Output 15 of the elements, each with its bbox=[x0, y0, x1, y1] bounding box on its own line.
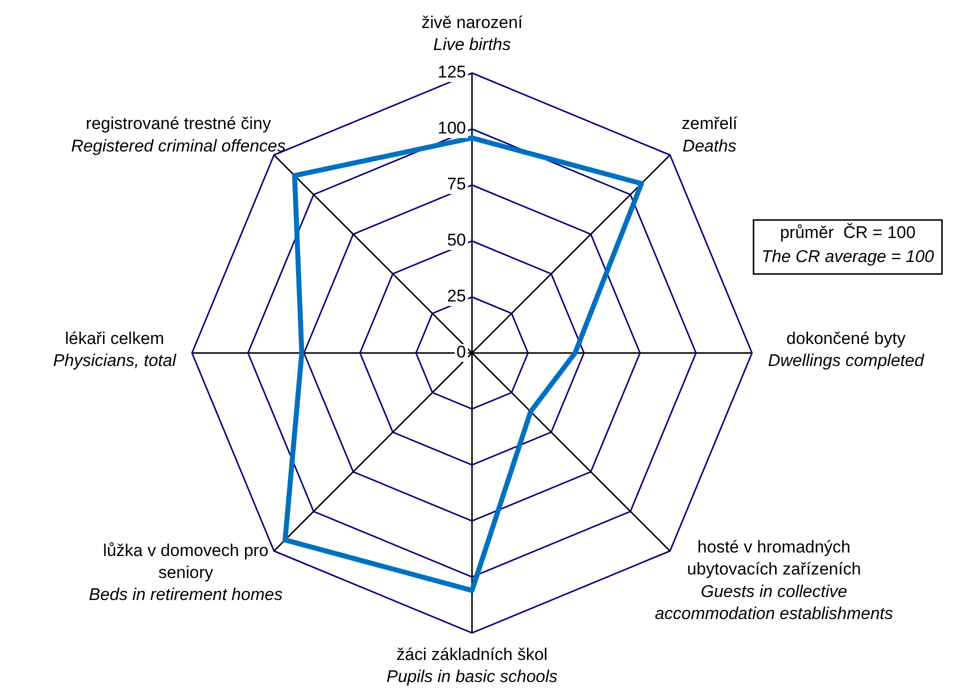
spoke-label: registrované trestné činy Registered criminal offences bbox=[71, 114, 286, 156]
spoke-label: zemřelí Deaths bbox=[682, 114, 738, 156]
y-tick-label: 50 bbox=[447, 230, 466, 250]
spoke-label: živě narození Live births bbox=[421, 13, 523, 54]
spoke-label: žáci základních škol Pupils in basic schools bbox=[386, 645, 558, 686]
text: průměr ČR = 100 The CR average = 100 bbox=[762, 223, 935, 266]
y-tick-label: 25 bbox=[447, 286, 466, 306]
spoke-label: lékaři celkem Physicians, total bbox=[53, 329, 178, 370]
y-tick-label: 100 bbox=[438, 118, 466, 138]
spoke-label: hosté v hromadných ubytovacích zařízeních Guests in collective accommodation establishments bbox=[654, 538, 894, 623]
y-tick-label: 125 bbox=[438, 62, 466, 82]
y-tick-label: 75 bbox=[447, 174, 466, 194]
spoke-label: lůžka v domovech pro seniory Beds in retirement homes bbox=[88, 540, 284, 604]
spoke-label: dokončené byty Dwellings completed bbox=[768, 329, 924, 370]
y-tick-label: 0 bbox=[456, 342, 466, 362]
